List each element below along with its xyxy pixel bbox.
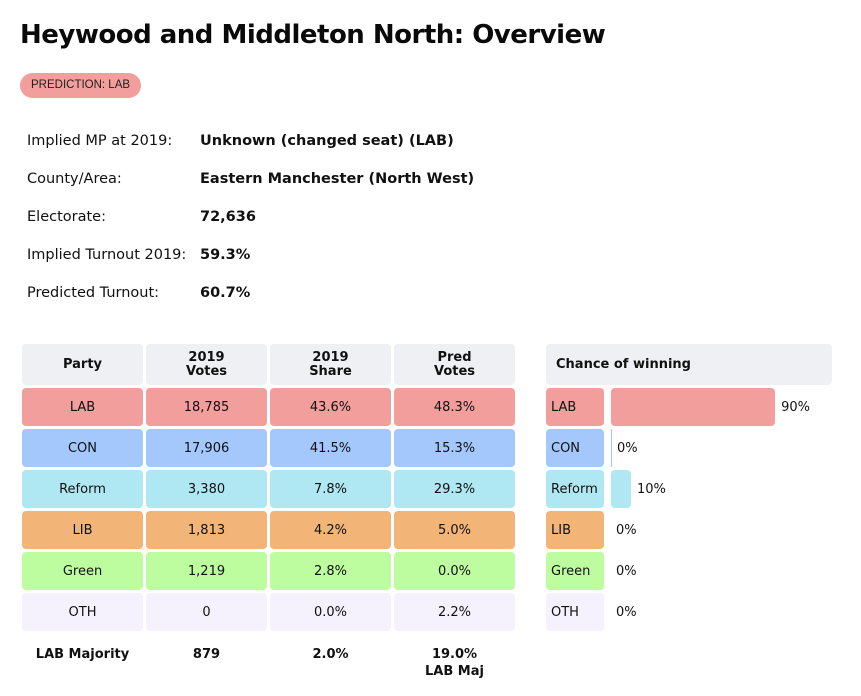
chance-of-winning-panel: Chance of winning LAB 90% CON 0% Reform 10% LI… [546,344,832,631]
chance-bar [611,511,612,549]
chance-bar [611,429,612,467]
prediction-badge: PREDICTION: LAB [20,73,142,98]
info-value: 60.7% [200,285,251,301]
cell-pred-votes: 2.2% [394,593,515,631]
info-value: Unknown (changed seat) (LAB) [200,133,454,149]
cell-party: LIB [22,511,143,549]
chance-bar-track: 0% [611,429,810,467]
majority-votes-2019: 879 [192,647,221,662]
chance-bar-track: 0% [611,552,810,590]
cell-pred-votes: 0.0% [394,552,515,590]
chance-party-label: LIB [546,511,604,549]
chance-bar-track: 90% [611,388,810,426]
table-row: LAB 18,785 43.6% 48.3% [22,388,515,426]
majority-pred-value: 19.0% [431,647,478,662]
chance-bar [611,470,631,508]
column-header-2019-share: 2019 Share [270,344,391,385]
cell-2019-votes: 3,380 [146,470,267,508]
chance-body: LAB 90% CON 0% Reform 10% LIB 0% Green 0% OTH 0% [546,388,832,631]
chance-party-label: Reform [546,470,604,508]
majority-pred: 19.0% LAB Maj [394,646,515,680]
cell-2019-votes: 0 [146,593,267,631]
column-header-party: Party [22,344,143,385]
page-title: Heywood and Middleton North: Overview [20,20,606,50]
info-value: Eastern Manchester (North West) [200,171,475,187]
cell-2019-share: 0.0% [270,593,391,631]
cell-pred-votes: 15.3% [394,429,515,467]
chance-bar [611,388,776,426]
results-table: Party 2019 Votes 2019 Share Pred Votes L… [22,344,515,634]
table-row: OTH 0 0.0% 2.2% [22,593,515,631]
table-row: Reform 3,380 7.8% 29.3% [22,470,515,508]
cell-party: LAB [22,388,143,426]
cell-party: Green [22,552,143,590]
cell-pred-votes: 29.3% [394,470,515,508]
cell-2019-votes: 1,813 [146,511,267,549]
cell-2019-share: 7.8% [270,470,391,508]
info-value: 59.3% [200,247,251,263]
chance-header: Chance of winning [546,344,832,385]
chance-party-label: Green [546,552,604,590]
majority-pred-label: LAB Maj [425,664,484,679]
table-row: LIB 1,813 4.2% 5.0% [22,511,515,549]
chance-party-label: OTH [546,593,604,631]
info-label: Implied MP at 2019: [27,133,173,149]
cell-pred-votes: 5.0% [394,511,515,549]
chance-bar-track: 10% [611,470,810,508]
chance-percent: 10% [637,481,666,497]
chance-percent: 0% [617,440,638,456]
cell-2019-share: 43.6% [270,388,391,426]
table-row: Green 1,219 2.8% 0.0% [22,552,515,590]
table-body: LAB 18,785 43.6% 48.3% CON 17,906 41.5% 15.3% Re… [22,388,515,631]
cell-party: OTH [22,593,143,631]
chance-row: Green 0% [546,552,832,590]
chance-row: Reform 10% [546,470,832,508]
majority-share-2019: 2.0% [312,647,349,662]
cell-2019-votes: 18,785 [146,388,267,426]
table-header-row: Party 2019 Votes 2019 Share Pred Votes [22,344,515,385]
chance-row: OTH 0% [546,593,832,631]
info-label: Implied Turnout 2019: [27,247,187,263]
chance-percent: 0% [616,522,637,538]
majority-row: LAB Majority 879 2.0% 19.0% LAB Maj [22,646,515,680]
cell-party: CON [22,429,143,467]
chance-row: LAB 90% [546,388,832,426]
column-header-pred-votes: Pred Votes [394,344,515,385]
info-label: County/Area: [27,171,122,187]
cell-party: Reform [22,470,143,508]
chance-percent: 0% [616,563,637,579]
info-row-electorate: Electorate: 72,636 [27,209,474,247]
cell-pred-votes: 48.3% [394,388,515,426]
seat-info: Implied MP at 2019: Unknown (changed sea… [27,133,474,323]
cell-2019-share: 2.8% [270,552,391,590]
chance-percent: 0% [616,604,637,620]
chance-row: CON 0% [546,429,832,467]
info-value: 72,636 [200,209,256,225]
chance-percent: 90% [781,399,810,415]
cell-2019-votes: 1,219 [146,552,267,590]
info-row-predicted-turnout: Predicted Turnout: 60.7% [27,285,474,323]
info-label: Predicted Turnout: [27,285,160,301]
chance-party-label: CON [546,429,604,467]
cell-2019-share: 41.5% [270,429,391,467]
table-row: CON 17,906 41.5% 15.3% [22,429,515,467]
chance-bar [611,593,612,631]
column-header-2019-votes: 2019 Votes [146,344,267,385]
info-row-mp: Implied MP at 2019: Unknown (changed sea… [27,133,474,171]
majority-label: LAB Majority [35,647,130,662]
chance-party-label: LAB [546,388,604,426]
cell-2019-votes: 17,906 [146,429,267,467]
info-row-turnout-2019: Implied Turnout 2019: 59.3% [27,247,474,285]
chance-row: LIB 0% [546,511,832,549]
info-row-area: County/Area: Eastern Manchester (North W… [27,171,474,209]
chance-bar-track: 0% [611,511,810,549]
chance-bar [611,552,612,590]
info-label: Electorate: [27,209,106,225]
cell-2019-share: 4.2% [270,511,391,549]
chance-bar-track: 0% [611,593,810,631]
